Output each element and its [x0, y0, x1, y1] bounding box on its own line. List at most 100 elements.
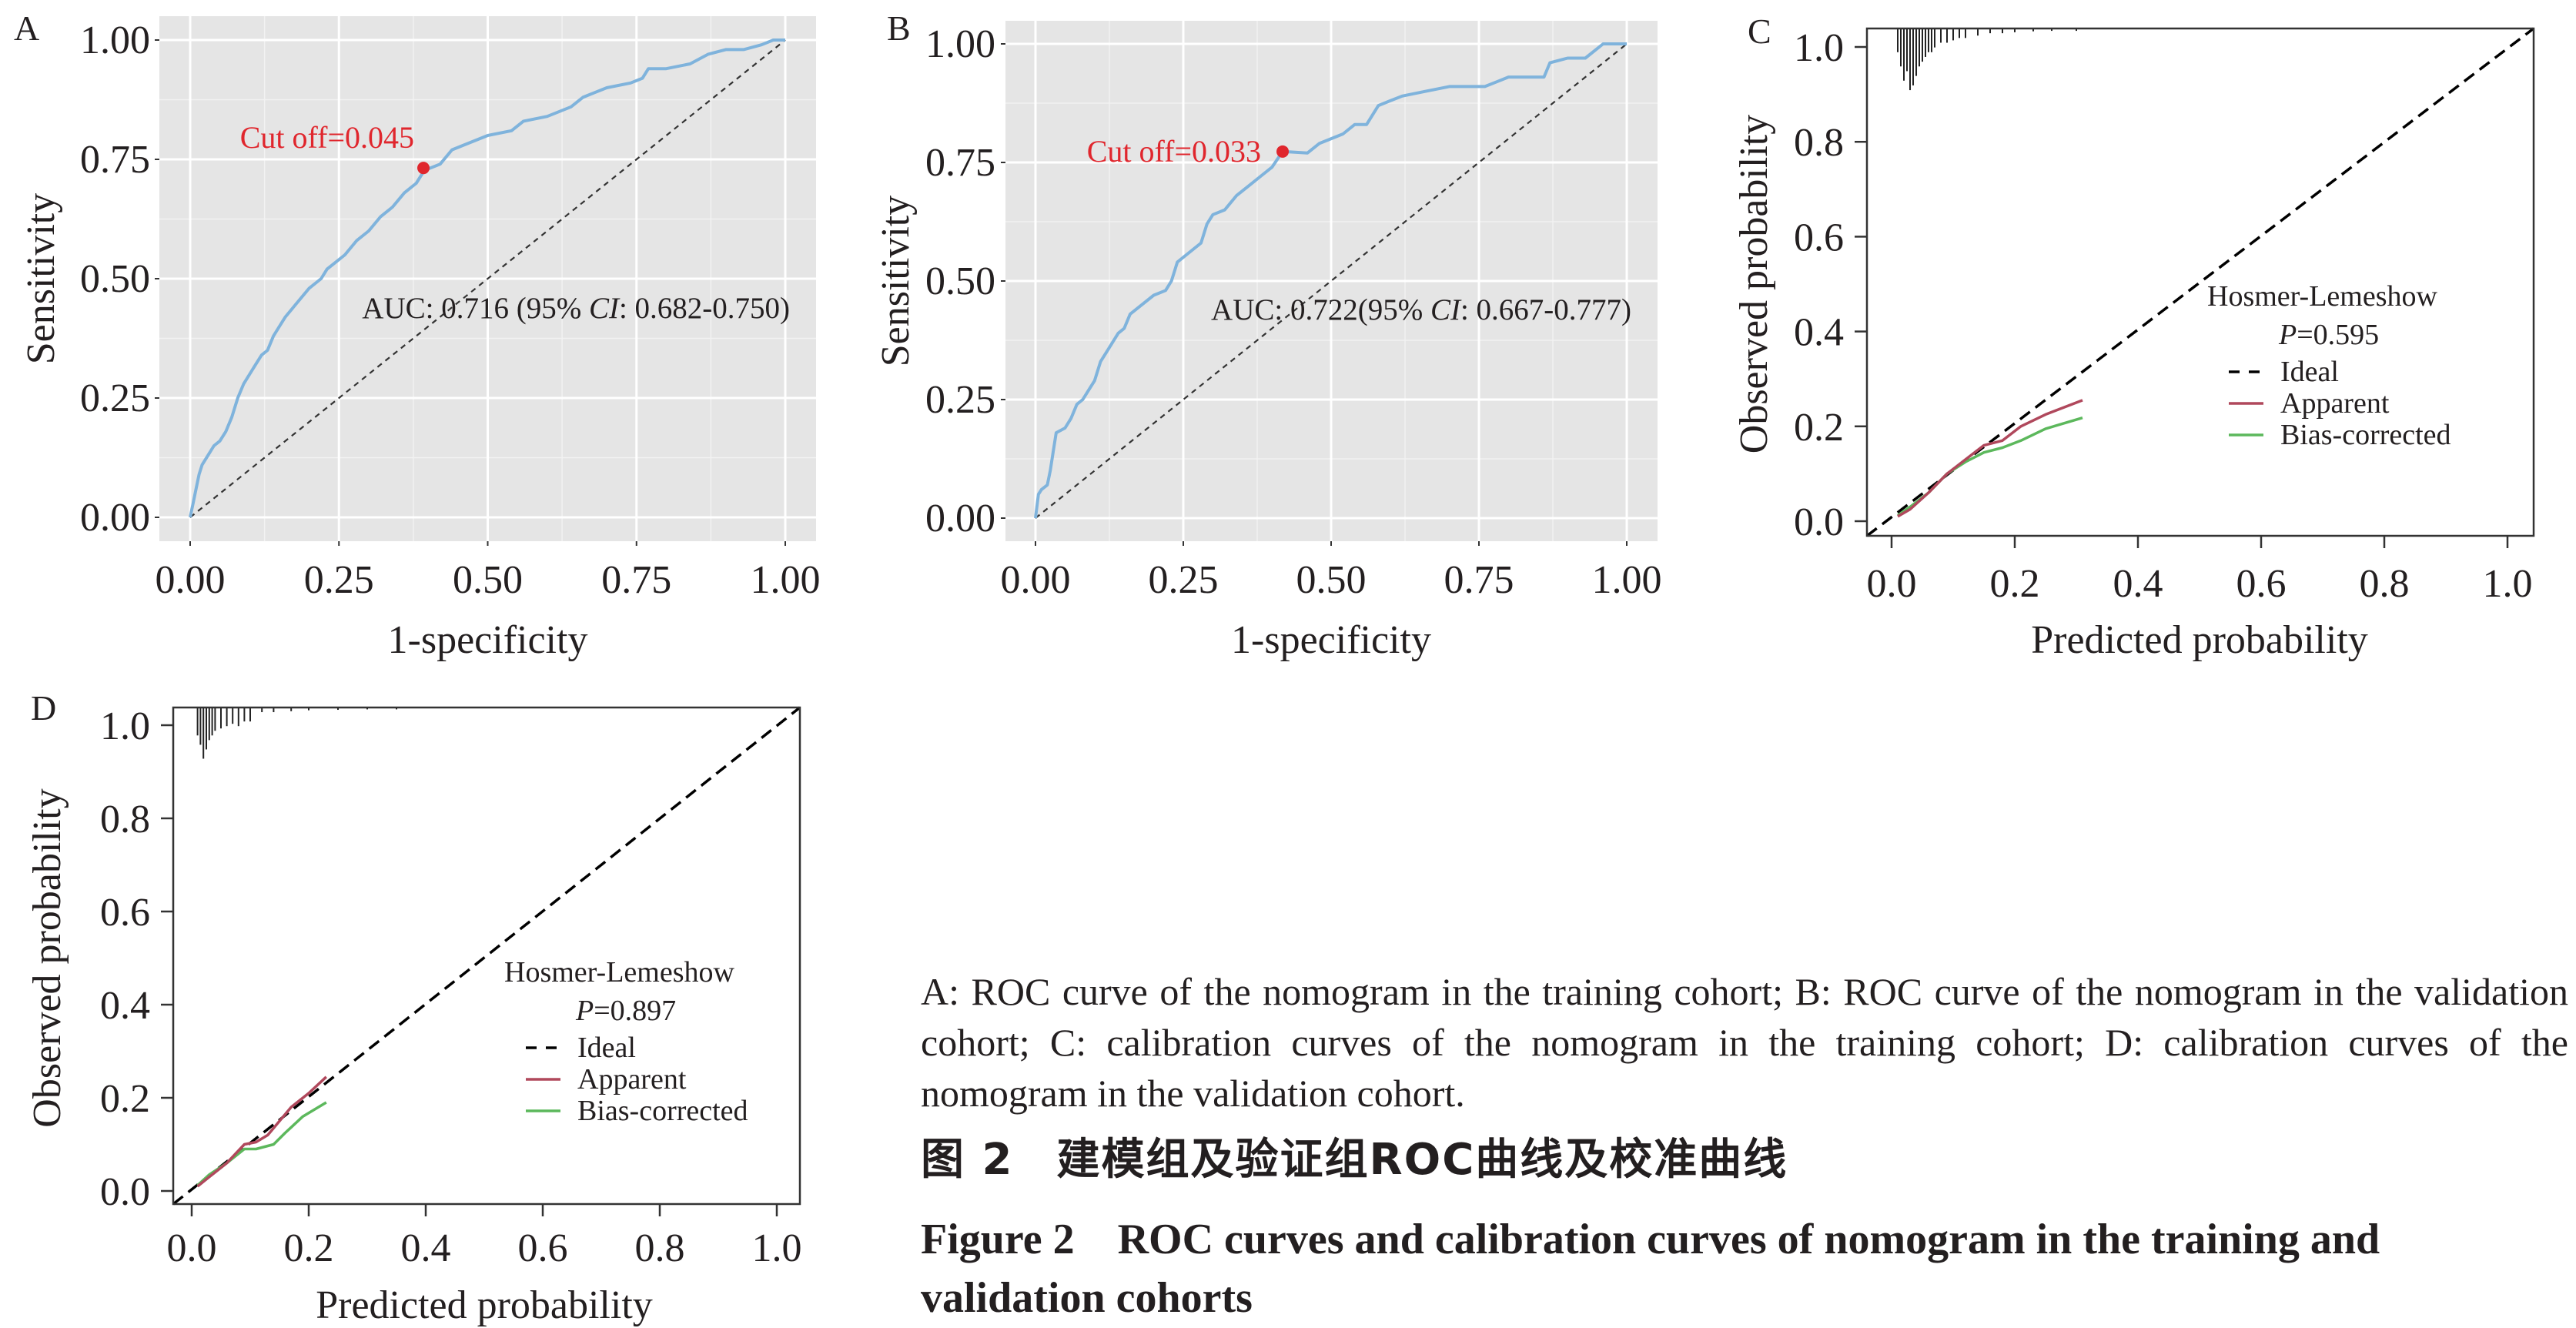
y-tick-label: 0.00	[925, 497, 995, 540]
legend-ideal-label: Ideal	[2280, 356, 2339, 388]
auc-text: AUC: 0.722(95%	[1211, 293, 1430, 326]
x-tick-label: 0.8	[2360, 562, 2410, 606]
ci-range: : 0.682-0.750)	[619, 292, 790, 325]
roc-curve	[1034, 42, 1627, 519]
x-axis-title: Predicted probability	[2031, 618, 2368, 662]
x-tick-label: 1.00	[751, 558, 821, 602]
legend-bias-corrected-label: Bias-corrected	[2280, 419, 2451, 451]
auc-annotation: AUC: 0.722(95% CI: 0.667-0.777)	[1211, 293, 1631, 326]
x-tick-label: 0.2	[284, 1226, 334, 1270]
reference-line	[189, 39, 786, 518]
figure-title-english: Figure 2 ROC curves and calibration curve…	[921, 1210, 2568, 1327]
legend-apparent-label: Apparent	[577, 1063, 687, 1096]
x-tick-label: 0.25	[1149, 558, 1219, 602]
x-axis-title: 1-specificity	[1231, 618, 1431, 662]
cutoff-point	[417, 162, 430, 175]
y-tick-label: 1.0	[100, 704, 150, 748]
legend-bias-corrected-label: Bias-corrected	[577, 1095, 748, 1127]
apparent-curve	[1897, 399, 2083, 518]
y-tick-label: 1.00	[80, 18, 150, 62]
x-tick-label: 0.0	[167, 1226, 217, 1270]
y-tick-label: 0.25	[80, 376, 150, 420]
p-label: P	[2278, 319, 2297, 351]
x-tick-label: 0.6	[518, 1226, 568, 1270]
legend-ideal-label: Ideal	[577, 1032, 636, 1064]
x-tick-label: 0.50	[1296, 558, 1367, 602]
legend-apparent-label: Apparent	[2280, 387, 2390, 420]
reference-line	[1035, 43, 1628, 519]
figure-label-english: Figure 2	[921, 1216, 1075, 1263]
y-tick-label: 0.25	[925, 378, 995, 422]
x-tick-label: 0.00	[156, 558, 226, 602]
legend-title: Hosmer-Lemeshow	[504, 956, 734, 988]
y-tick-label: 0.0	[100, 1170, 150, 1214]
legend-title: Hosmer-Lemeshow	[2207, 280, 2437, 313]
panel-letter: B	[887, 8, 911, 48]
y-tick-label: 0.4	[100, 984, 150, 1028]
x-tick-label: 0.2	[1990, 562, 2040, 606]
panel-c-calibration-training: C 0.0 0.0 0.2 0.2 0.4 0.4 0.6 0.6 0.8 0.8 1.0 1.0 Hos…	[1732, 12, 2535, 662]
y-tick-label: 0.00	[80, 496, 150, 540]
x-tick-label: 1.0	[2483, 562, 2533, 606]
panel-a-roc-training: A 0.000.00 0.25 0.25 0.50 0.50 0.75 0.75 1.00 1.0…	[14, 8, 821, 662]
plot-frame	[172, 706, 801, 1206]
y-tick-label: 0.6	[1794, 216, 1844, 259]
figure-legend-text: A: ROC curve of the nomogram in the trai…	[921, 970, 2568, 1115]
apparent-curve	[196, 1075, 327, 1188]
figure-title-chinese-text: 建模组及验证组ROC曲线及校准曲线	[1056, 1135, 1788, 1185]
x-axis-title: 1-specificity	[388, 618, 588, 662]
x-tick-label: 0.4	[401, 1226, 451, 1270]
cutoff-point	[1276, 145, 1290, 158]
y-tick-label: 0.50	[80, 257, 150, 301]
x-tick-label: 0.00	[1001, 558, 1071, 602]
hosmer-lemeshow-p: P=0.897	[575, 995, 676, 1027]
panel-letter: D	[31, 688, 56, 728]
ci-label: CI	[589, 292, 621, 325]
figure-title-english-text: ROC curves and calibration curves of nom…	[921, 1216, 2380, 1322]
cutoff-label: Cut off=0.045	[240, 120, 414, 155]
y-axis-title: Sensitivity	[874, 196, 918, 366]
x-tick-label: 0.25	[304, 558, 374, 602]
x-tick-label: 0.75	[1444, 558, 1514, 602]
p-value: =0.897	[594, 995, 676, 1027]
y-tick-label: 0.2	[100, 1077, 150, 1121]
legend: Hosmer-Lemeshow P=0.897 IdealApparentBias-…	[504, 956, 748, 1127]
x-tick-label: 0.4	[2113, 562, 2163, 606]
y-tick-label: 0.2	[1794, 406, 1844, 450]
p-value: =0.595	[2297, 319, 2379, 351]
x-tick-label: 0.8	[635, 1226, 685, 1270]
panel-letter: A	[14, 8, 39, 48]
y-axis-title: Observed probability	[25, 788, 69, 1127]
ideal-line	[172, 706, 801, 1206]
ci-label: CI	[1430, 293, 1462, 326]
auc-text: AUC: 0.716 (95%	[362, 292, 589, 325]
p-label: P	[575, 995, 594, 1027]
y-tick-label: 0.0	[1794, 500, 1844, 544]
y-tick-label: 1.0	[1794, 26, 1844, 70]
bias-corrected-curve	[196, 1101, 327, 1186]
roc-curve	[189, 38, 785, 518]
cutoff-label: Cut off=0.033	[1087, 134, 1261, 169]
x-tick-label: 0.0	[1867, 562, 1917, 606]
y-tick-label: 1.00	[925, 22, 995, 66]
figure-title-chinese: 图 2 建模组及验证组ROC曲线及校准曲线	[921, 1135, 2568, 1186]
figure-label-chinese: 图 2	[921, 1135, 1014, 1185]
legend: Hosmer-Lemeshow P=0.595 IdealApparentBias-…	[2207, 280, 2451, 451]
panel-d-calibration-validation: D 0.0 0.0 0.2 0.2 0.4 0.4 0.6 0.6 0.8 0.8 1.0 1.0 Hos…	[25, 688, 802, 1327]
y-tick-label: 0.4	[1794, 311, 1844, 355]
y-tick-label: 0.8	[1794, 121, 1844, 165]
plot-frame	[1865, 27, 2535, 537]
bias-corrected-curve	[1897, 416, 2083, 517]
panel-b-roc-validation: B 0.000.00 0.25 0.25 0.50 0.50 0.75 0.75 1.00 1.0…	[874, 8, 1662, 662]
y-tick-label: 0.8	[100, 798, 150, 841]
hosmer-lemeshow-p: P=0.595	[2278, 319, 2379, 351]
x-tick-label: 1.0	[752, 1226, 802, 1270]
x-tick-label: 1.00	[1592, 558, 1662, 602]
y-axis-title: Observed probability	[1732, 115, 1776, 453]
x-tick-label: 0.6	[2236, 562, 2287, 606]
x-tick-label: 0.75	[601, 558, 671, 602]
ci-range: : 0.667-0.777)	[1460, 293, 1631, 326]
x-axis-title: Predicted probability	[316, 1283, 653, 1327]
auc-annotation: AUC: 0.716 (95% CI: 0.682-0.750)	[362, 292, 790, 325]
